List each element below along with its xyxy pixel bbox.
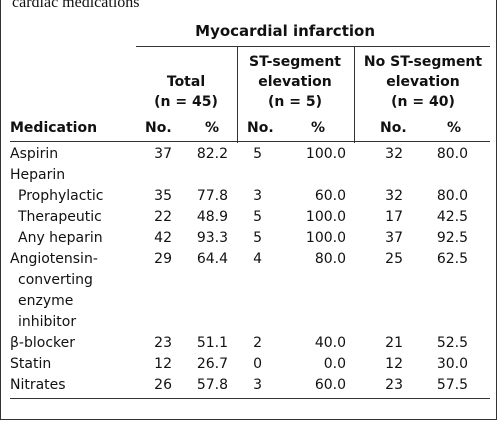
row-value-cell: 40.0 [314,335,346,351]
table-row: Nitrates 26 57.8 3 60.0 23 57.5 [0,376,497,397]
row-value-cell: 32 [385,146,403,162]
row-value-cell: 3 [253,188,262,204]
row-value-cell: 5 [253,209,262,225]
group-total-header: Total (n = 45) [140,72,232,112]
table-row: Heparin [0,166,497,187]
row-value-cell: 80.0 [436,188,468,204]
row-value-cell: 25 [385,251,403,267]
super-header-rule [136,46,490,47]
row-value-cell: 29 [154,251,172,267]
row-value-cell: 60.0 [314,188,346,204]
row-label: inhibitor [18,314,77,330]
row-value-cell: 51.1 [196,335,228,351]
row-value-cell: 22 [154,209,172,225]
table-row: Therapeutic 22 48.9 5 100.0 17 42.5 [0,208,497,229]
group-nost-header: No ST-segment elevation (n = 40) [356,52,490,112]
row-value-cell: 52.5 [436,335,468,351]
row-value-cell: 82.2 [196,146,228,162]
row-label: Any heparin [18,230,103,246]
bottom-rule [10,398,490,399]
divider-st-nost [354,47,355,143]
row-value-cell: 60.0 [314,377,346,393]
row-value-cell: 62.5 [436,251,468,267]
col-medication: Medication [10,120,98,136]
row-label: β-blocker [10,335,76,351]
row-value-cell: 12 [385,356,403,372]
row-value-cell: 80.0 [436,146,468,162]
col-no-st: No. [247,120,274,136]
row-value-cell: 57.8 [196,377,228,393]
row-value-cell: 0.0 [323,356,346,372]
col-pct-nost: % [447,120,462,136]
row-value-cell: 80.0 [314,251,346,267]
group-st-line-1: ST-segment [249,54,341,70]
group-total-line-2: (n = 45) [154,94,218,110]
row-value-cell: 100.0 [305,146,346,162]
col-no-total: No. [145,120,172,136]
col-pct-total: % [205,120,220,136]
row-value-cell: 42.5 [436,209,468,225]
table-row: Any heparin 42 93.3 5 100.0 37 92.5 [0,229,497,250]
row-value-cell: 5 [253,230,262,246]
table-row: inhibitor [0,313,497,334]
row-value-cell: 12 [154,356,172,372]
myocardial-infarction-header: Myocardial infarction [195,22,375,40]
row-label: Therapeutic [18,209,102,225]
row-value-cell: 26.7 [196,356,228,372]
row-value-cell: 3 [253,377,262,393]
table-row: Statin 12 26.7 0 0.0 12 30.0 [0,355,497,376]
row-value-cell: 48.9 [196,209,228,225]
row-value-cell: 37 [385,230,403,246]
row-label: enzyme [18,293,74,309]
row-value-cell: 30.0 [436,356,468,372]
row-label: converting [18,272,93,288]
table-row: enzyme [0,292,497,313]
table-row: Aspirin 37 82.2 5 100.0 32 80.0 [0,145,497,166]
row-value-cell: 93.3 [196,230,228,246]
table-row: converting [0,271,497,292]
row-value-cell: 42 [154,230,172,246]
row-value-cell: 100.0 [305,230,346,246]
row-value-cell: 21 [385,335,403,351]
row-value-cell: 0 [253,356,262,372]
row-value-cell: 5 [253,146,262,162]
row-label: Heparin [10,167,66,183]
row-value-cell: 35 [154,188,172,204]
table-row: β-blocker 23 51.1 2 40.0 21 52.5 [0,334,497,355]
row-label: Angiotensin- [10,251,98,267]
row-label: Aspirin [10,146,59,162]
group-total-line-1: Total [166,74,206,90]
row-value-cell: 100.0 [305,209,346,225]
row-label: Prophylactic [18,188,104,204]
group-nost-line-1: No ST-segment [363,54,483,70]
row-value-cell: 32 [385,188,403,204]
col-no-nost: No. [380,120,407,136]
row-value-cell: 37 [154,146,172,162]
row-value-cell: 23 [154,335,172,351]
table-body: Aspirin 37 82.2 5 100.0 32 80.0 Heparin Prophyla… [0,145,497,397]
row-value-cell: 92.5 [436,230,468,246]
row-label: Statin [10,356,52,372]
table-row: Angiotensin- 29 64.4 4 80.0 25 62.5 [0,250,497,271]
table-row: Prophylactic 35 77.8 3 60.0 32 80.0 [0,187,497,208]
row-value-cell: 23 [385,377,403,393]
col-pct-st: % [311,120,326,136]
group-st-line-3: (n = 5) [268,94,322,110]
row-value-cell: 4 [253,251,262,267]
group-st-line-2: elevation [258,74,332,90]
row-value-cell: 57.5 [436,377,468,393]
row-value-cell: 77.8 [196,188,228,204]
header-rule [10,141,490,142]
row-value-cell: 64.4 [196,251,228,267]
row-value-cell: 2 [253,335,262,351]
row-value-cell: 17 [385,209,403,225]
group-nost-line-3: (n = 40) [391,94,455,110]
divider-total-st [237,47,238,143]
group-nost-line-2: elevation [386,74,460,90]
row-value-cell: 26 [154,377,172,393]
row-label: Nitrates [10,377,66,393]
table-caption: cardiac medications [12,0,140,11]
group-st-header: ST-segment elevation (n = 5) [240,52,350,112]
